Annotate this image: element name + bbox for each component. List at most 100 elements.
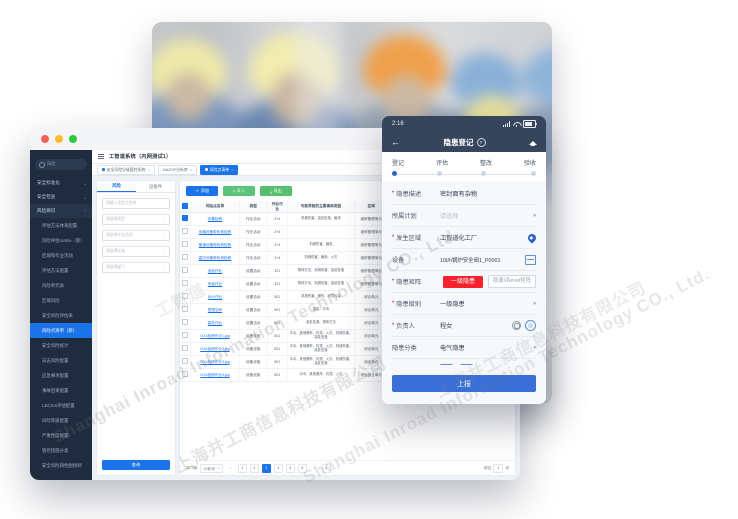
tab-risk-point-list[interactable]: 风险点清单 × (200, 164, 239, 175)
map-pin-icon[interactable] (526, 231, 538, 244)
contacts-icon[interactable]: ◎ (525, 320, 536, 331)
level-one-hazard-button[interactable]: 一级隐患 (442, 275, 483, 288)
cell-name[interactable]: 设备检修 (190, 212, 240, 226)
field-owner[interactable]: • 负责人 程女 ◎ (392, 315, 536, 337)
row-checkbox-cell[interactable] (180, 251, 192, 265)
cell-name[interactable]: GX4检修作业4.jpg (190, 368, 240, 382)
sidebar-group-inspection[interactable]: 安全检查 ⌄ (30, 190, 92, 204)
filter-area-select[interactable]: 请选择区域 ⌄ (102, 246, 170, 257)
cell-name[interactable]: 受限空间 (190, 303, 240, 317)
checkbox-icon[interactable] (182, 280, 189, 287)
step-label-rectify[interactable]: 整改 (479, 161, 492, 167)
field-photos[interactable]: 隐患照片 + + + (392, 359, 536, 365)
field-equipment[interactable]: 设备 10t/h锅炉安全阀1_P0001 (392, 249, 536, 271)
row-checkbox-cell[interactable] (180, 238, 192, 252)
filter-activity-select[interactable]: 请选择作业活动 ⌄ (102, 230, 170, 241)
filter-type-select[interactable]: 请选择类型 ⌄ (102, 214, 170, 225)
filter-name-input[interactable]: 请输入风险点名称 (102, 198, 170, 209)
step-label-assess[interactable]: 评估 (435, 161, 448, 167)
sidebar-item-1[interactable]: 风险评估matrix（新） (30, 233, 92, 248)
row-checkbox-cell[interactable] (180, 303, 192, 317)
close-icon[interactable]: × (189, 167, 193, 172)
export-button[interactable]: ⤓ 导出 (260, 186, 292, 196)
row-checkbox-cell[interactable] (180, 212, 192, 226)
row-checkbox-cell[interactable] (180, 264, 192, 278)
page-size-select[interactable]: 10条/页 ⌄ (200, 463, 223, 473)
checkbox-icon[interactable] (182, 345, 189, 352)
select-all-header[interactable] (180, 201, 192, 213)
cell-name[interactable]: 传输设备带负荷检修 (190, 225, 240, 239)
page-8[interactable]: 8 (321, 463, 331, 473)
checkbox-icon[interactable] (182, 241, 189, 248)
field-plan[interactable]: 所属计划 请选择 ▾ (392, 205, 536, 227)
page-3-current[interactable]: 3 (261, 463, 271, 473)
field-level[interactable]: • 隐患级别 一级隐患 ▾ (392, 293, 536, 315)
hamburger-icon[interactable] (98, 153, 104, 160)
page-1[interactable]: 1 (237, 463, 247, 473)
field-category[interactable]: 隐患分类 电气隐患 ▾ (392, 337, 536, 359)
prev-page-button[interactable]: ‹ (225, 463, 235, 473)
goto-input[interactable]: 1 (493, 463, 504, 473)
user-icon[interactable] (512, 321, 521, 330)
sidebar-item-5[interactable]: 区域风险 (30, 293, 92, 308)
search-button[interactable]: 查询 (102, 460, 170, 470)
sidebar-item-14[interactable]: 严重性度配置 (30, 428, 92, 443)
maximize-button[interactable] (69, 135, 77, 143)
cell-name[interactable]: GX4检修作业1.jpg (190, 329, 240, 343)
cell-name[interactable]: 高压设备带负荷检修 (190, 251, 240, 265)
cell-name[interactable]: 吊装作业 (190, 277, 240, 291)
row-checkbox-cell[interactable] (180, 225, 192, 239)
sidebar-item-12[interactable]: LEC/LS评估配置 (30, 398, 92, 413)
sidebar-item-4[interactable]: 风险单元表 (30, 278, 92, 293)
row-checkbox-cell[interactable] (180, 277, 192, 291)
checkbox-icon[interactable] (182, 267, 189, 274)
minimize-button[interactable] (55, 135, 63, 143)
close-button[interactable] (41, 135, 49, 143)
sidebar-item-6[interactable]: 安全风险评估表 (30, 308, 92, 323)
sidebar-item-0[interactable]: 评估方法体系配置 (30, 218, 92, 233)
help-circle-icon[interactable]: ? (476, 137, 486, 147)
sidebar-item-3[interactable]: 评估方法配置 (30, 263, 92, 278)
close-icon[interactable]: × (231, 167, 234, 172)
checkbox-icon[interactable] (182, 202, 189, 209)
step-dot-4[interactable] (531, 171, 536, 176)
tab-hazop[interactable]: HAZOP分析库 × (157, 164, 198, 175)
add-video-icon[interactable]: + (460, 364, 473, 365)
page-6[interactable]: 6 (297, 463, 307, 473)
scan-icon[interactable] (525, 254, 536, 265)
cell-name[interactable]: 巡检作业 (190, 264, 240, 278)
next-page-button[interactable]: › (333, 463, 343, 473)
row-checkbox-cell[interactable] (180, 355, 192, 369)
checkbox-icon[interactable] (182, 319, 189, 326)
home-icon[interactable] (529, 138, 537, 147)
sidebar-item-15[interactable]: 管控措施分类 (30, 443, 92, 458)
field-matrix[interactable]: • 隐患矩阵 一级隐患 隐患评level矩阵 (392, 271, 536, 293)
sidebar-item-13[interactable]: 风险等级配置 (30, 413, 92, 428)
sidebar-item-10[interactable]: 应急事项配置 (30, 368, 92, 383)
add-button[interactable]: ＋ 添加 (186, 186, 218, 196)
sidebar-item-2[interactable]: 区域和作业活动 (30, 248, 92, 263)
sidebar-item-16[interactable]: 安全风险四色图绘制 (30, 458, 92, 473)
cell-name[interactable]: 管道设备带负荷检修 (190, 238, 240, 252)
sidebar-group-standardization[interactable]: 安全标准化 ⌄ (30, 176, 92, 190)
checkbox-icon[interactable] (182, 254, 189, 261)
checkbox-icon[interactable] (182, 306, 189, 313)
step-dot-3[interactable] (481, 171, 487, 176)
field-area[interactable]: • 发生区域 工智道化工厂 (392, 227, 538, 249)
cell-name[interactable]: 高处作业 (190, 316, 240, 330)
add-image-icon[interactable]: + (440, 364, 453, 365)
page-5[interactable]: 5 (285, 463, 295, 473)
step-label-accept[interactable]: 验收 (523, 161, 536, 167)
tab-risk-control[interactable]: 安全风险分级管控系统 × (97, 164, 155, 175)
filter-tab-equipment[interactable]: 设备件 (136, 181, 175, 192)
row-checkbox-cell[interactable] (180, 316, 192, 330)
field-description[interactable]: • 隐患描述 密封面有杂物 (392, 183, 536, 205)
page-2[interactable]: 2 (249, 463, 259, 473)
step-dot-2[interactable] (436, 171, 442, 176)
step-label-register[interactable]: 登记 (392, 161, 405, 167)
checkbox-icon[interactable] (182, 371, 189, 378)
checkbox-icon[interactable] (182, 332, 189, 339)
cell-name[interactable]: 动火作业 (190, 290, 240, 304)
row-checkbox-cell[interactable] (180, 342, 192, 356)
back-arrow-icon[interactable]: ← (391, 136, 400, 147)
